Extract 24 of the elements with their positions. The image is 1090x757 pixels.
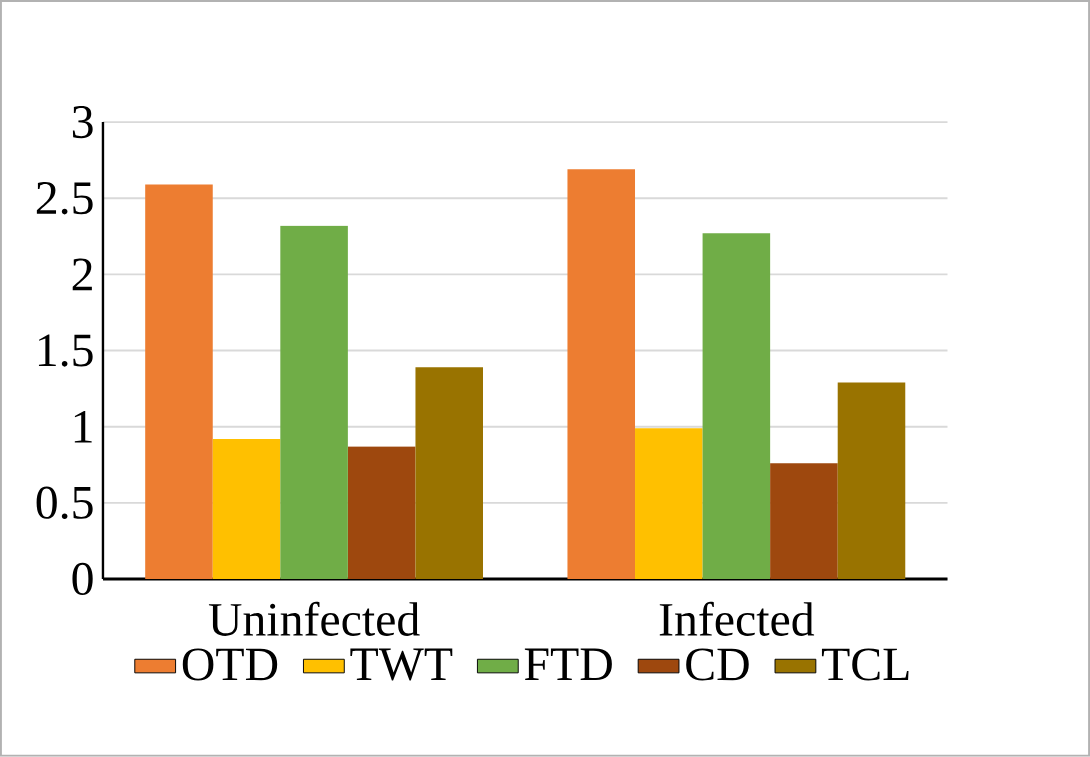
legend-label: TCL — [821, 648, 909, 681]
bar — [415, 367, 483, 580]
bar — [145, 184, 213, 580]
bar — [770, 463, 838, 580]
y-tick-label: 2.5 — [36, 182, 93, 215]
legend-label: OTD — [182, 648, 278, 681]
bar — [567, 169, 636, 580]
bar — [280, 225, 348, 580]
y-tick-label: 1.5 — [38, 334, 93, 367]
y-tick-label: 0.5 — [36, 486, 93, 520]
legend-label: FTD — [524, 648, 612, 681]
y-tick-label: 2 — [72, 258, 92, 291]
legend-label: TWT — [350, 648, 453, 681]
y-tick-label: 0 — [72, 562, 93, 596]
bar — [212, 438, 281, 580]
legend-label: CD — [686, 648, 749, 681]
x-tick-label: Infected — [659, 601, 815, 636]
y-tick-label: 1 — [74, 411, 92, 443]
bar — [702, 233, 771, 580]
bar — [347, 446, 416, 580]
x-tick-label: Uninfected — [208, 601, 420, 636]
bar — [635, 428, 703, 580]
bar — [837, 382, 906, 580]
y-tick-label: 3 — [72, 106, 93, 139]
